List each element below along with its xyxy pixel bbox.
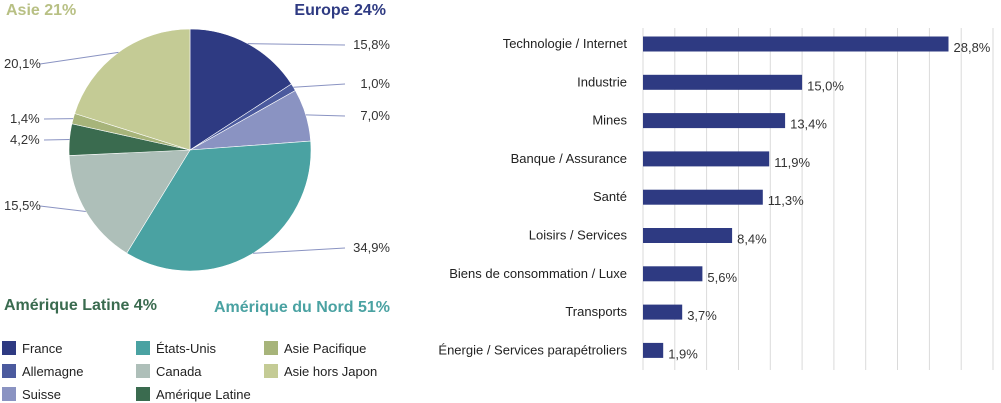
pie-leader-line-allemagne [293,83,346,88]
pie-value-label-canada: 15,5% [4,198,41,213]
legend-label-france: France [22,341,62,356]
legend-label-asie-hors-japon: Asie hors Japon [284,364,377,379]
bar-value-label-loisirs-services: 8,4% [737,232,767,247]
bar-energie-services-parapetroliers [643,342,664,358]
pie-slice-asie-hors-japon [74,28,191,151]
bar-category-label-energie-services-parapetroliers: Énergie / Services parapétroliers [438,342,627,357]
legend-swatch-asie-hors-japon [264,364,278,378]
legend-swatch-amerique-latine [136,387,150,401]
pie-slice-canada [68,149,191,254]
bar-value-label-energie-services-parapetroliers: 1,9% [668,346,698,361]
legend-label-amerique-latine: Amérique Latine [156,387,251,402]
bar-biens-de-consommation-luxe [643,266,703,282]
group-label-amerique-du-nord-51: Amérique du Nord 51% [214,299,390,316]
legend-swatch-suisse [2,387,16,401]
legend-swatch-etats-unis [136,341,150,355]
pie-leader-line-asie-hors-japon [39,51,119,65]
bar-category-label-biens-de-consommation-luxe: Biens de consommation / Luxe [449,266,627,281]
pie-leader-line-etats-unis [252,247,346,254]
pie-leader-line-canada [39,205,86,212]
bar-value-label-mines: 13,4% [790,117,827,132]
legend-swatch-allemagne [2,364,16,378]
bar-technologie-internet [643,36,949,52]
bar-chart: Technologie / Internet 28,8% Industrie 15,0… [438,36,990,361]
pie-value-label-amerique-latine: 4,2% [10,132,40,147]
bar-sante [643,189,763,205]
group-label-europe-24: Europe 24% [294,2,386,19]
bar-transports [643,304,683,320]
bar-category-label-industrie: Industrie [577,74,627,89]
legend-swatch-canada [136,364,150,378]
pie-slice-france [189,28,292,151]
pie-value-label-suisse: 7,0% [360,108,390,123]
pie-value-label-asie-pacifique: 1,4% [10,111,40,126]
pie-value-label-allemagne: 1,0% [360,76,390,91]
legend-label-etats-unis: États-Unis [156,341,216,356]
legend-label-allemagne: Allemagne [22,364,83,379]
bar-value-label-banque-assurance: 11,9% [774,155,810,170]
pie-slice-labels: 15,8% 1,0% 7,0% 34,9% 15,5% 4,2% 1,4% 20,1% [4,37,390,255]
bar-mines [643,113,786,129]
bar-category-label-banque-assurance: Banque / Assurance [511,151,627,166]
pie-slice-etats-unis [126,140,312,272]
bar-category-label-technologie-internet: Technologie / Internet [503,36,628,51]
pie-legend: France Allemagne Suisse États-Unis Canada Amé… [2,341,377,402]
pie-value-label-asie-hors-japon: 20,1% [4,56,41,71]
legend-label-canada: Canada [156,364,202,379]
bar-category-label-loisirs-services: Loisirs / Services [529,228,628,243]
bar-category-label-sante: Santé [593,189,627,204]
pie-value-label-etats-unis: 34,9% [353,240,390,255]
legend-swatch-asie-pacifique [264,341,278,355]
legend-label-suisse: Suisse [22,387,61,402]
region-group-labels: Asie 21% Europe 24% Amérique Latine 4% Amér… [4,2,390,316]
bar-value-label-biens-de-consommation-luxe: 5,6% [707,270,737,285]
bar-value-label-industrie: 15,0% [807,78,844,93]
bar-value-label-technologie-internet: 28,8% [954,40,991,55]
bar-value-label-transports: 3,7% [687,308,717,323]
pie-chart [68,28,312,272]
bar-category-label-transports: Transports [565,304,627,319]
pie-value-label-france: 15,8% [353,37,390,52]
bar-loisirs-services [643,228,733,243]
group-label-amerique-latine-4: Amérique Latine 4% [4,297,157,314]
legend-swatch-france [2,341,16,355]
bar-banque-assurance [643,151,770,167]
legend-label-asie-pacifique: Asie Pacifique [284,341,366,356]
group-label-asie-21: Asie 21% [6,2,76,19]
bar-value-label-sante: 11,3% [768,193,804,208]
pie-leader-line-amerique-latine [43,139,70,141]
bar-industrie [643,74,803,90]
bar-category-label-mines: Mines [592,113,627,128]
pie-leader-line-france [247,43,346,46]
pie-leader-line-suisse [305,114,346,117]
